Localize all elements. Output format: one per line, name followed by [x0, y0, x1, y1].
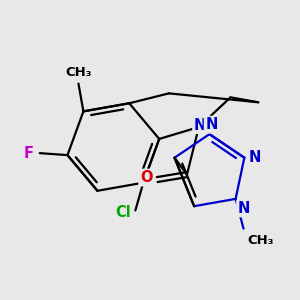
Text: N: N	[248, 150, 261, 165]
Text: N: N	[194, 118, 206, 133]
Text: N: N	[205, 117, 218, 132]
Text: N: N	[238, 201, 250, 216]
Text: O: O	[140, 170, 152, 185]
Text: CH₃: CH₃	[248, 234, 274, 247]
Text: F: F	[24, 146, 34, 160]
Text: CH₃: CH₃	[65, 66, 92, 79]
Text: Cl: Cl	[116, 205, 131, 220]
